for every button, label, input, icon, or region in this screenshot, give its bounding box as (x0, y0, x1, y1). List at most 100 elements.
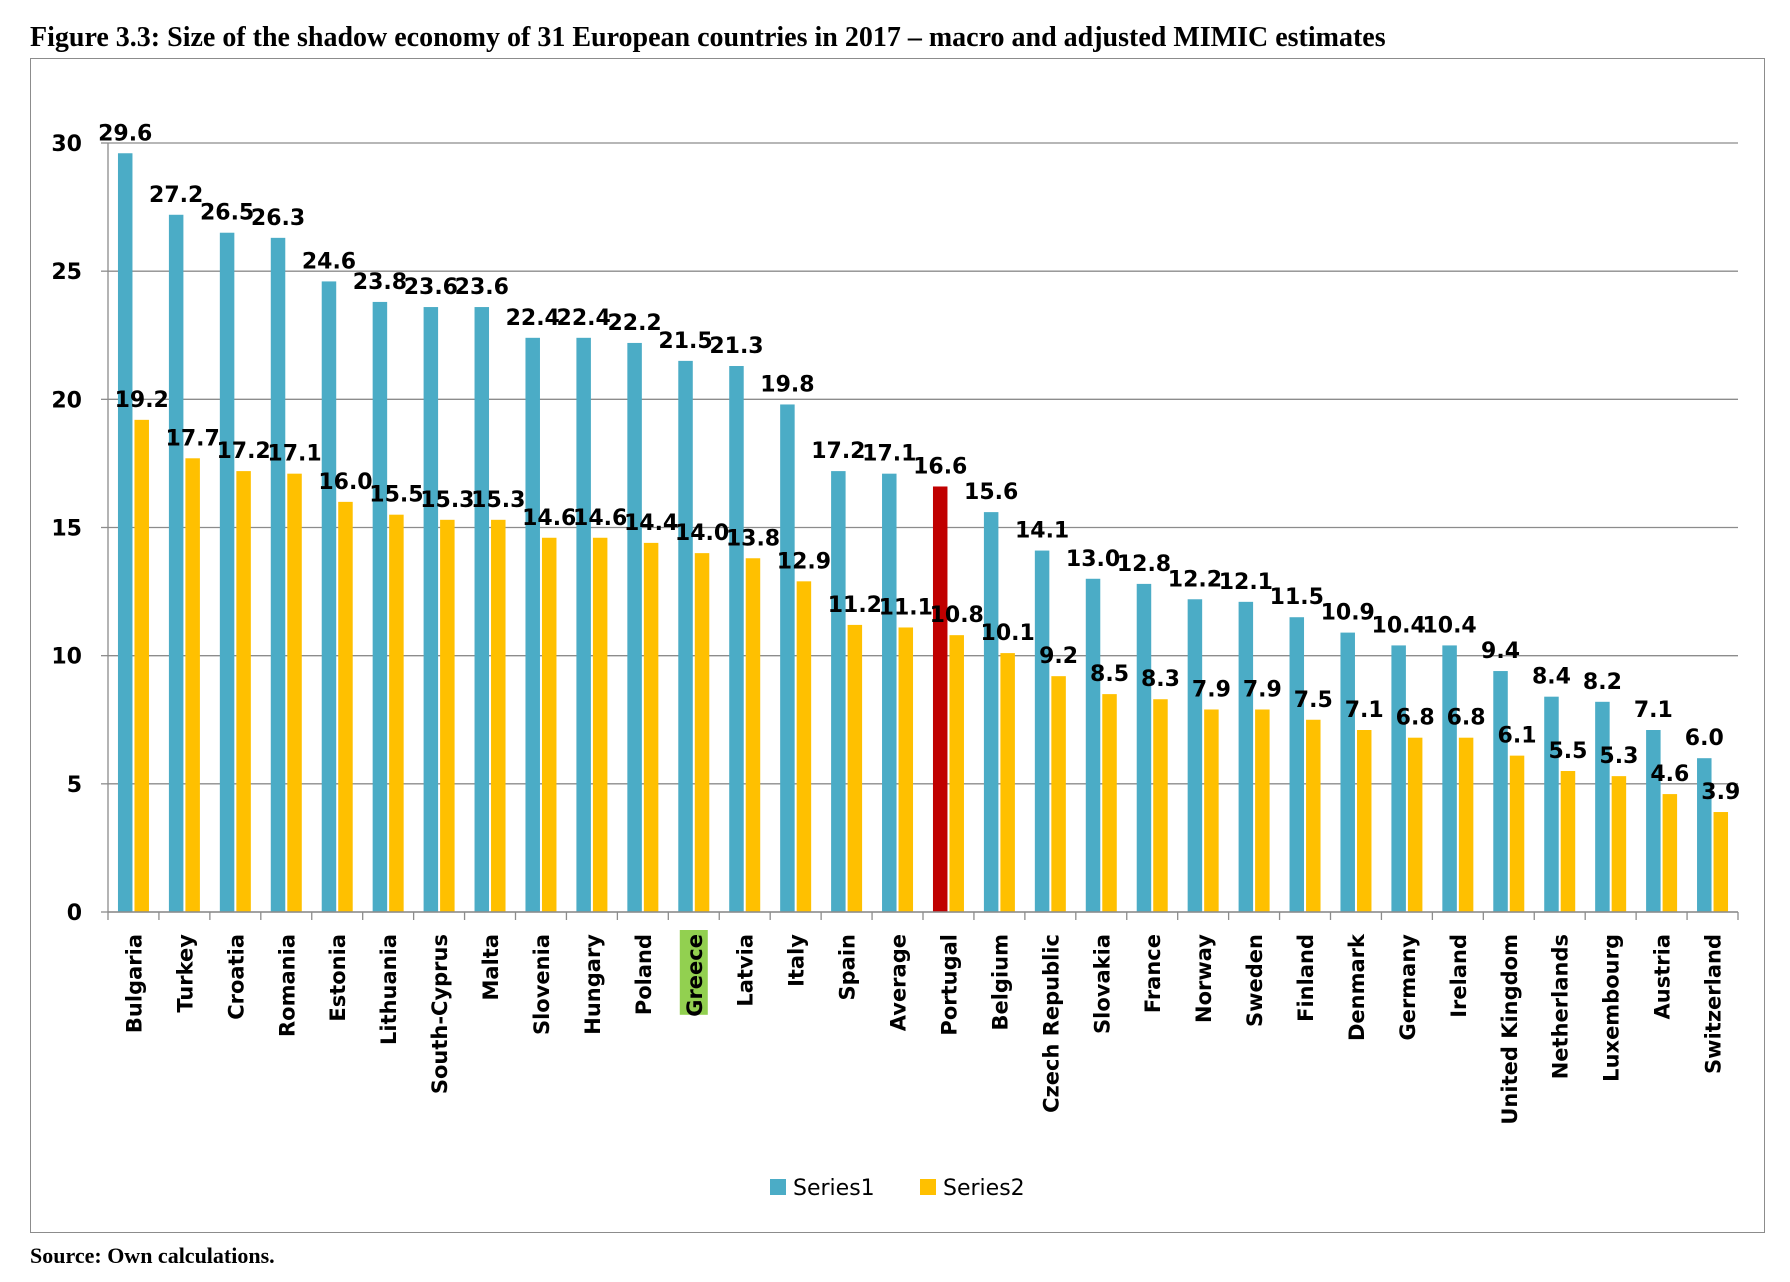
bar-series1 (729, 366, 744, 912)
bar-series1 (1544, 696, 1559, 912)
data-label-series1: 21.5 (658, 329, 712, 354)
data-label-series1: 19.8 (760, 372, 814, 397)
bar-series1 (576, 337, 591, 912)
bar-series1 (219, 232, 235, 912)
data-label-series1: 27.2 (149, 183, 203, 208)
data-label-series1: 22.2 (607, 311, 661, 336)
data-label-series1: 9.4 (1481, 639, 1520, 664)
bar-series2 (1000, 653, 1015, 912)
bar-series1 (882, 473, 897, 912)
bar-series1 (525, 337, 540, 912)
bar-series2 (389, 514, 404, 912)
bar-series1 (168, 214, 184, 913)
y-tick-label: 0 (67, 901, 82, 926)
data-label-series2: 6.8 (1396, 706, 1435, 731)
data-label-series2: 14.4 (624, 511, 678, 536)
data-label-series2: 5.5 (1548, 739, 1587, 764)
bar-series2 (541, 537, 557, 912)
x-tick-label: Hungary (581, 934, 605, 1035)
x-tick-label: Netherlands (1549, 934, 1573, 1079)
data-label-series1: 8.2 (1583, 670, 1622, 695)
data-label-series1: 23.6 (455, 275, 509, 300)
bar-series2 (236, 471, 251, 912)
data-label-series2: 8.3 (1141, 667, 1180, 692)
x-tick-label: Spain (836, 934, 860, 1000)
bar-series1 (1340, 632, 1355, 912)
x-tick-label: United Kingdom (1498, 934, 1522, 1125)
data-label-series1: 26.5 (200, 201, 254, 226)
y-tick-label: 15 (51, 517, 82, 542)
data-label-series2: 5.3 (1599, 744, 1638, 769)
bar-series1 (627, 342, 642, 912)
data-label-series1: 14.1 (1015, 519, 1069, 544)
y-tick-label: 5 (67, 773, 82, 798)
data-label-series1: 17.2 (811, 439, 865, 464)
x-tick-label: Bulgaria (122, 934, 146, 1033)
bar-series1 (678, 360, 693, 913)
x-tick-label: Switzerland (1702, 934, 1726, 1074)
bar-series2 (1458, 737, 1474, 912)
x-tick-label: Slovakia (1090, 934, 1114, 1034)
x-tick-label: Norway (1192, 934, 1216, 1023)
data-label-series2: 14.6 (522, 506, 576, 531)
bar-series2 (1102, 694, 1117, 912)
data-label-series2: 7.9 (1243, 677, 1282, 702)
bar-series1 (1085, 578, 1101, 912)
x-tick-label: Germany (1396, 934, 1420, 1041)
bar-series2 (1051, 676, 1066, 912)
bar-series1 (1493, 671, 1508, 912)
data-label-series2: 6.8 (1447, 706, 1486, 731)
bar-series2 (1255, 709, 1270, 912)
data-label-series1: 21.3 (709, 334, 763, 359)
data-label-series2: 15.3 (471, 488, 525, 513)
y-tick-label: 10 (51, 645, 82, 670)
y-tick-label: 20 (51, 388, 82, 413)
data-label-series2: 16.0 (318, 470, 372, 495)
data-label-series1: 10.4 (1422, 613, 1476, 638)
bar-series1 (423, 307, 439, 912)
data-label-series2: 17.7 (166, 426, 220, 451)
legend-swatch-series1 (770, 1179, 786, 1195)
bar-series1 (780, 404, 795, 912)
x-tick-label: Finland (1294, 934, 1318, 1022)
data-label-series2: 15.3 (420, 488, 474, 513)
bar-series1 (1034, 550, 1050, 912)
data-label-series2: 6.1 (1498, 724, 1537, 749)
x-tick-label: Malta (479, 934, 503, 1000)
data-label-series2: 7.1 (1345, 698, 1384, 723)
data-label-series1: 24.6 (302, 249, 356, 274)
bar-series1 (321, 281, 337, 912)
bar-series1 (1697, 758, 1712, 912)
data-label-series2: 12.9 (777, 549, 831, 574)
data-label-series1: 12.8 (1117, 552, 1171, 577)
x-tick-label: Slovenia (530, 934, 554, 1035)
data-label-series2: 13.8 (726, 526, 780, 551)
data-label-series1: 17.1 (862, 442, 916, 467)
bar-series2 (592, 537, 608, 912)
data-label-series1: 15.6 (964, 480, 1018, 505)
data-label-series1: 29.6 (98, 121, 152, 146)
bar-series2 (1509, 755, 1525, 912)
bar-series2 (1560, 771, 1576, 912)
bar-series2 (694, 553, 710, 912)
data-label-series2: 4.6 (1650, 762, 1689, 787)
data-label-series2: 7.9 (1192, 677, 1231, 702)
data-label-series1: 6.0 (1685, 726, 1724, 751)
y-tick-label: 25 (51, 260, 82, 285)
bar-series2 (1204, 709, 1219, 912)
bar-series2 (949, 635, 964, 912)
bar-series1 (117, 153, 133, 913)
bar-series1 (983, 512, 999, 912)
data-label-series1: 7.1 (1634, 698, 1673, 723)
data-label-series2: 10.8 (930, 603, 984, 628)
x-tick-label: Ireland (1447, 934, 1471, 1018)
bar-series1 (1391, 645, 1406, 912)
bar-series2 (643, 542, 659, 912)
data-label-series2: 14.0 (675, 521, 729, 546)
bar-series1 (270, 237, 286, 913)
bar-series1 (1595, 701, 1610, 912)
data-label-series2: 11.2 (828, 593, 882, 618)
bar-series2 (1356, 730, 1372, 912)
bar-series1 (1187, 599, 1203, 912)
